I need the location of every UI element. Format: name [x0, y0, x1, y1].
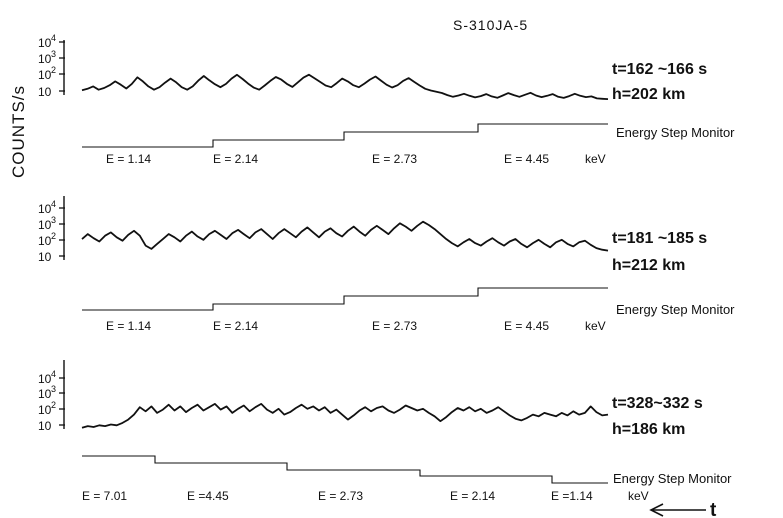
time-arrow: t: [649, 500, 717, 518]
energy-label: E = 1.14: [106, 152, 151, 166]
y-tick-label: 10: [38, 372, 52, 386]
figure-id: S-310JA-5: [453, 17, 528, 33]
y-tick-label: 10: [38, 36, 52, 50]
y-tick-exponent: 2: [51, 400, 56, 410]
y-tick-exponent: 4: [51, 369, 56, 379]
y-axis-label: COUNTS/s: [9, 85, 28, 178]
altitude-label: h=202 km: [612, 86, 685, 103]
time-range-label: t=162 ~166 s: [612, 61, 707, 78]
y-tick-exponent: 2: [51, 231, 56, 241]
y-tick-exponent: 4: [51, 199, 56, 209]
y-tick-label: 10: [38, 202, 52, 216]
energy-label: E = 4.45: [504, 319, 549, 333]
energy-label: E = 2.14: [213, 152, 258, 166]
counts-trace: [81, 402, 609, 429]
energy-step-monitor-label: Energy Step Monitor: [613, 471, 732, 486]
y-tick-label: 10: [38, 218, 52, 232]
y-tick-exponent: 4: [51, 33, 56, 43]
energy-label: E = 2.73: [318, 489, 363, 503]
counts-trace: [81, 220, 609, 252]
energy-unit-label: keV: [628, 489, 649, 503]
energy-label: E = 1.14: [106, 319, 151, 333]
energy-label: E =1.14: [551, 489, 593, 503]
energy-step-monitor-line: [82, 123, 608, 148]
y-tick-label: 10: [38, 387, 52, 401]
time-arrow-head: [649, 503, 664, 517]
y-tick-exponent: 2: [51, 65, 56, 75]
energy-unit-label: keV: [585, 152, 606, 166]
counts-trace: [81, 73, 609, 100]
time-arrow-label: t: [710, 500, 717, 518]
y-tick-exponent: 3: [51, 49, 56, 59]
energy-unit-label: keV: [585, 319, 606, 333]
altitude-label: h=186 km: [612, 421, 685, 438]
energy-label: E = 7.01: [82, 489, 127, 503]
y-tick-label: 10: [38, 234, 52, 248]
time-range-label: t=181 ~185 s: [612, 230, 707, 247]
energy-label: E = 2.73: [372, 152, 417, 166]
energy-step-monitor-label: Energy Step Monitor: [616, 125, 735, 140]
time-range-label: t=328~332 s: [612, 395, 703, 412]
y-tick-label: 10: [38, 403, 52, 417]
y-tick-exponent: 3: [51, 384, 56, 394]
energy-step-monitor-line: [82, 287, 608, 311]
energy-label: E = 2.14: [213, 319, 258, 333]
energy-label: E = 2.14: [450, 489, 495, 503]
y-tick-label: 10: [38, 68, 52, 82]
y-tick-label: 10: [38, 419, 52, 433]
energy-step-monitor-line: [82, 455, 608, 484]
energy-label: E = 4.45: [504, 152, 549, 166]
altitude-label: h=212 km: [612, 257, 685, 274]
y-tick-exponent: 3: [51, 215, 56, 225]
y-tick-label: 10: [38, 85, 52, 99]
energy-label: E =4.45: [187, 489, 229, 503]
energy-label: E = 2.73: [372, 319, 417, 333]
energy-step-monitor-label: Energy Step Monitor: [616, 302, 735, 317]
y-tick-label: 10: [38, 52, 52, 66]
y-tick-label: 10: [38, 250, 52, 264]
